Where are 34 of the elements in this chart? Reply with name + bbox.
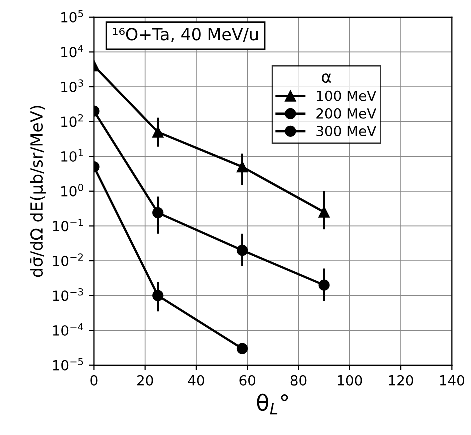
point <box>152 290 164 302</box>
x-tick-label: 140 <box>440 375 464 386</box>
y-tick-label: 10$^{2}$ <box>62 114 84 128</box>
y-tick-label: 10$^{−2}$ <box>53 254 84 266</box>
point <box>236 343 248 354</box>
point <box>236 244 248 256</box>
y-tick-label: 10$^{4}$ <box>62 44 84 58</box>
y-axis-title: dσ̄/dΩ dE(μb/sr/MeV) <box>30 106 46 278</box>
point <box>152 207 164 219</box>
y-tick-label: 10$^{0}$ <box>62 184 84 197</box>
y-tick-label: 10$^{3}$ <box>62 80 84 92</box>
point <box>318 280 330 291</box>
x-tick-label: 0 <box>90 375 98 386</box>
y-tick-label: 10$^{−4}$ <box>53 323 84 336</box>
point <box>236 162 248 173</box>
x-tick-label: 40 <box>188 375 204 386</box>
point <box>318 206 330 218</box>
y-tick-label: 10$^{−3}$ <box>53 288 84 302</box>
x-tick-label: 120 <box>389 375 414 386</box>
point <box>152 126 164 138</box>
legend-label: 300 MeV <box>316 126 376 137</box>
x-tick-label: 60 <box>240 375 256 386</box>
y-tick-label: 10$^{−1}$ <box>53 218 84 232</box>
legend-title: α <box>322 74 332 84</box>
y-tick-label: 10$^{−5}$ <box>53 358 84 371</box>
annotation: ¹⁶O+Ta, 40 MeV/u <box>113 28 258 42</box>
legend-label: 100 MeV <box>317 90 376 102</box>
x-tick-label: 80 <box>290 375 307 386</box>
legend-label: 200 MeV <box>316 108 376 119</box>
y-tick-label: 10$^{5}$ <box>62 10 84 23</box>
x-axis-title: θ$_{L}$° <box>257 394 288 415</box>
x-tick-label: 100 <box>338 375 362 386</box>
x-tick-label: 20 <box>138 375 154 386</box>
y-tick-label: 10$^{1}$ <box>62 149 84 162</box>
